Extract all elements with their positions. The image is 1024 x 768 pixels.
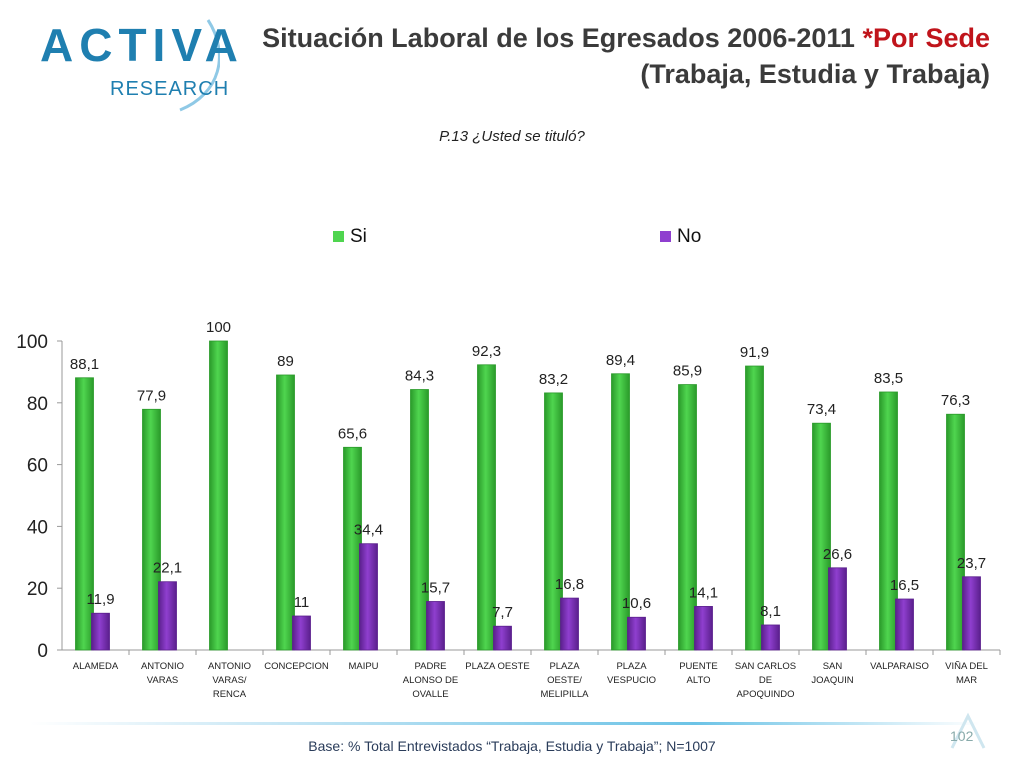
data-label-no: 15,7 bbox=[421, 579, 450, 596]
bar-no bbox=[694, 606, 713, 651]
x-tick-label: ANTONIO VARAS bbox=[141, 661, 184, 686]
y-tick-label: 0 bbox=[37, 641, 48, 662]
bar-no bbox=[91, 612, 110, 651]
bar-no bbox=[560, 597, 579, 651]
bar-si bbox=[142, 408, 161, 651]
x-tick-label: PADRE ALONSO DE OVALLE bbox=[403, 661, 458, 700]
x-tick-label: ANTONIO VARAS/RENCA bbox=[208, 661, 251, 700]
bar-si bbox=[544, 392, 563, 651]
bar-no bbox=[493, 625, 512, 651]
legend-no: No bbox=[660, 226, 701, 248]
title-main: Situación Laboral de los Egresados 2006-… bbox=[262, 23, 855, 53]
logo-wordmark: ACTIVA bbox=[40, 19, 244, 71]
data-label-no: 11,9 bbox=[86, 591, 114, 608]
bar-si bbox=[745, 365, 764, 651]
data-label-si: 77,9 bbox=[137, 387, 166, 404]
data-label-no: 10,6 bbox=[622, 595, 651, 612]
y-tick-label: 100 bbox=[16, 332, 48, 353]
y-tick-label: 60 bbox=[27, 456, 48, 477]
data-label-no: 16,8 bbox=[555, 576, 584, 593]
legend-si-label: Si bbox=[350, 226, 367, 247]
x-tick-label: ALAMEDA bbox=[73, 661, 119, 672]
legend-no-swatch bbox=[660, 231, 671, 243]
x-tick-label: SAN CARLOS DE APOQUINDO bbox=[735, 661, 796, 700]
data-label-no: 22,1 bbox=[153, 560, 182, 577]
data-label-no: 26,6 bbox=[823, 546, 852, 563]
title-accent: *Por Sede bbox=[862, 23, 990, 53]
bar-no bbox=[426, 601, 445, 651]
data-label-no: 34,4 bbox=[354, 522, 383, 539]
data-label-si: 85,9 bbox=[673, 363, 702, 380]
x-tick-label: PLAZA VESPUCIO bbox=[607, 661, 656, 686]
legend-si: Si bbox=[333, 226, 367, 248]
bar-si bbox=[75, 377, 94, 651]
base-note: Base: % Total Entrevistados “Trabaja, Es… bbox=[308, 738, 716, 754]
data-label-si: 84,3 bbox=[405, 368, 434, 385]
legend-no-label: No bbox=[677, 226, 702, 247]
x-tick-label: MAIPU bbox=[348, 661, 378, 672]
data-label-no: 23,7 bbox=[957, 555, 986, 572]
legend-si-swatch bbox=[333, 231, 344, 243]
data-label-si: 83,5 bbox=[874, 370, 903, 387]
bar-si bbox=[879, 391, 898, 651]
activa-research-logo: ACTIVA RESEARCH bbox=[30, 14, 238, 124]
bar-no bbox=[828, 567, 847, 651]
data-label-no: 7,7 bbox=[492, 604, 513, 621]
x-tick-label: VIÑA DEL MAR bbox=[945, 661, 988, 686]
data-label-si: 100 bbox=[206, 319, 231, 336]
data-label-no: 14,1 bbox=[689, 584, 718, 601]
bar-si bbox=[209, 340, 228, 651]
logo-arc-icon bbox=[179, 19, 220, 112]
data-label-no: 11 bbox=[294, 594, 310, 611]
bar-si bbox=[812, 422, 831, 651]
bar-no bbox=[761, 624, 780, 651]
x-tick-label: SAN JOAQUIN bbox=[811, 661, 853, 686]
bar-no bbox=[895, 598, 914, 651]
data-label-si: 65,6 bbox=[338, 425, 367, 442]
data-label-si: 92,3 bbox=[472, 343, 501, 360]
title-line-2: (Trabaja, Estudia y Trabaja) bbox=[640, 59, 990, 89]
bar-si bbox=[678, 384, 697, 651]
data-label-si: 76,3 bbox=[941, 392, 970, 409]
bar-no bbox=[359, 543, 378, 651]
bar-no bbox=[962, 576, 981, 651]
x-tick-label: PUENTE ALTO bbox=[679, 661, 718, 686]
data-label-no: 16,5 bbox=[890, 577, 919, 594]
y-tick-label: 40 bbox=[27, 517, 48, 538]
logo-subtitle: RESEARCH bbox=[110, 78, 230, 100]
bar-si bbox=[343, 446, 362, 651]
x-tick-label: PLAZA OESTE bbox=[465, 661, 529, 672]
x-tick-label: VALPARAISO bbox=[870, 661, 929, 672]
page-title: Situación Laboral de los Egresados 2006-… bbox=[230, 20, 990, 92]
footer-divider bbox=[30, 722, 980, 725]
data-label-si: 73,4 bbox=[807, 401, 836, 418]
x-tick-label: CONCEPCION bbox=[264, 661, 329, 672]
bar-no bbox=[627, 616, 646, 651]
bar-si bbox=[276, 374, 295, 651]
bar-si bbox=[946, 413, 965, 651]
data-label-no: 8,1 bbox=[760, 603, 781, 620]
data-label-si: 83,2 bbox=[539, 371, 568, 388]
bar-si bbox=[611, 373, 630, 651]
y-tick-label: 80 bbox=[27, 394, 48, 415]
bar-no bbox=[292, 615, 311, 651]
data-label-si: 89 bbox=[277, 353, 294, 370]
x-tick-label: PLAZA OESTE/MELIPILLA bbox=[540, 661, 589, 700]
y-tick-label: 20 bbox=[27, 579, 48, 600]
page-number: 102 bbox=[950, 728, 974, 744]
data-label-si: 88,1 bbox=[70, 356, 99, 373]
page-watermark-icon bbox=[950, 712, 986, 749]
data-label-si: 91,9 bbox=[740, 344, 769, 361]
bar-si bbox=[410, 389, 429, 651]
chart-question: P.13 ¿Usted se tituló? bbox=[439, 128, 585, 145]
title-line-1: Situación Laboral de los Egresados 2006-… bbox=[230, 20, 990, 56]
data-label-si: 89,4 bbox=[606, 352, 635, 369]
bar-no bbox=[158, 581, 177, 651]
bar-si bbox=[477, 364, 496, 651]
